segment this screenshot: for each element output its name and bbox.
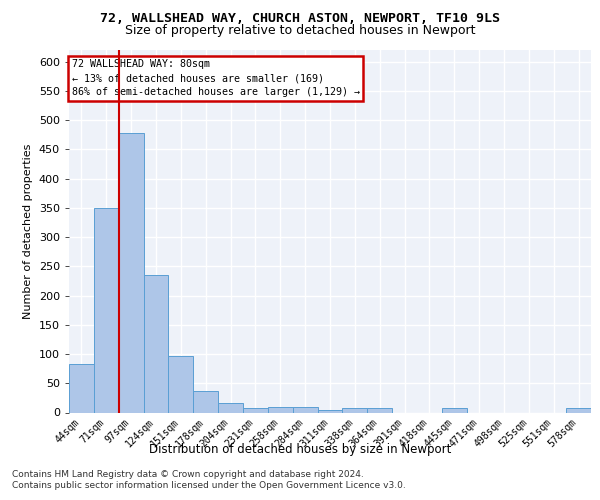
Text: 72, WALLSHEAD WAY, CHURCH ASTON, NEWPORT, TF10 9LS: 72, WALLSHEAD WAY, CHURCH ASTON, NEWPORT… (100, 12, 500, 26)
Bar (69, 364, 94, 412)
Bar (317, 410, 343, 412)
Y-axis label: Number of detached properties: Number of detached properties (23, 144, 33, 319)
Bar (94, 208, 119, 412)
Text: Contains public sector information licensed under the Open Government Licence v3: Contains public sector information licen… (12, 481, 406, 490)
Bar (343, 408, 367, 412)
Bar (243, 408, 268, 412)
Bar (193, 391, 218, 412)
Bar (218, 402, 243, 412)
Bar (367, 408, 392, 412)
Bar (293, 407, 317, 412)
Bar (442, 408, 467, 412)
Bar (143, 275, 169, 412)
Text: Distribution of detached houses by size in Newport: Distribution of detached houses by size … (149, 442, 451, 456)
Bar (268, 407, 293, 412)
Text: 72 WALLSHEAD WAY: 80sqm
← 13% of detached houses are smaller (169)
86% of semi-d: 72 WALLSHEAD WAY: 80sqm ← 13% of detache… (71, 59, 359, 97)
Bar (566, 408, 591, 412)
Bar (169, 356, 193, 412)
Text: Contains HM Land Registry data © Crown copyright and database right 2024.: Contains HM Land Registry data © Crown c… (12, 470, 364, 479)
Bar (119, 133, 143, 412)
Text: Size of property relative to detached houses in Newport: Size of property relative to detached ho… (125, 24, 475, 37)
